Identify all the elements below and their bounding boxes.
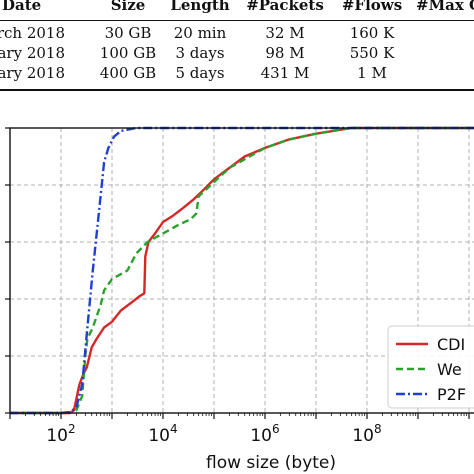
series-line-p2f bbox=[10, 126, 474, 415]
legend-box bbox=[387, 325, 474, 409]
table-cell-date: ruary 2018 bbox=[0, 64, 65, 82]
table-cell-length: 3 days bbox=[175, 44, 225, 62]
table-cell-size: 100 GB bbox=[99, 44, 157, 62]
table-cell-packets: 431 M bbox=[260, 64, 310, 82]
table-cell-length: 20 min bbox=[173, 24, 227, 42]
x-tick-label: 106 bbox=[250, 422, 279, 446]
x-tick-labels: 102 104 106 108 bbox=[46, 422, 381, 446]
legend-label-we: We bbox=[437, 360, 462, 379]
axes bbox=[5, 127, 474, 419]
table-header-flows: #Flows bbox=[341, 0, 403, 14]
table-header-size: Size bbox=[110, 0, 146, 14]
table-cell-packets: 32 M bbox=[265, 24, 305, 42]
table-cell-date: uary 2018 bbox=[0, 44, 65, 62]
table-cell-size: 400 GB bbox=[99, 64, 157, 82]
table-header-packets: #Packets bbox=[246, 0, 324, 14]
table-header-length: Length bbox=[170, 0, 230, 14]
series-lines bbox=[10, 126, 474, 415]
series-line-we bbox=[10, 126, 474, 415]
table-cell-length: 5 days bbox=[175, 64, 225, 82]
x-tick-label: 102 bbox=[46, 422, 75, 446]
table-header-date: Date bbox=[2, 0, 42, 14]
legend-label-p2f: P2F bbox=[437, 385, 466, 404]
table-cell-packets: 98 M bbox=[265, 44, 305, 62]
table-cell-flows: 1 M bbox=[357, 64, 387, 82]
table-cell-date: rch 2018 bbox=[0, 24, 65, 42]
table-header-max: #Max C bbox=[416, 0, 474, 14]
table-cell-flows: 550 K bbox=[349, 44, 395, 62]
table-cell-size: 30 GB bbox=[104, 24, 152, 42]
table-cell-flows: 160 K bbox=[349, 24, 395, 42]
x-axis-label: flow size (byte) bbox=[206, 453, 336, 473]
grid-lines bbox=[9, 128, 474, 413]
legend-label-cdi: CDI bbox=[437, 335, 465, 354]
table-bottom-rule bbox=[0, 89, 474, 91]
x-tick-label: 104 bbox=[148, 422, 177, 446]
legend: CDI We P2F bbox=[387, 325, 474, 409]
x-tick-label: 108 bbox=[352, 422, 381, 446]
table-header-rule bbox=[0, 20, 474, 21]
dataset-table: Date Size Length #Packets #Flows #Max C … bbox=[0, 0, 474, 110]
